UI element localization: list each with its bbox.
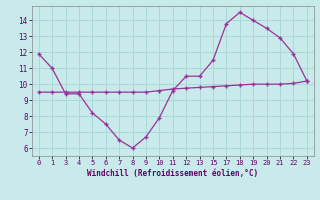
X-axis label: Windchill (Refroidissement éolien,°C): Windchill (Refroidissement éolien,°C) xyxy=(87,169,258,178)
